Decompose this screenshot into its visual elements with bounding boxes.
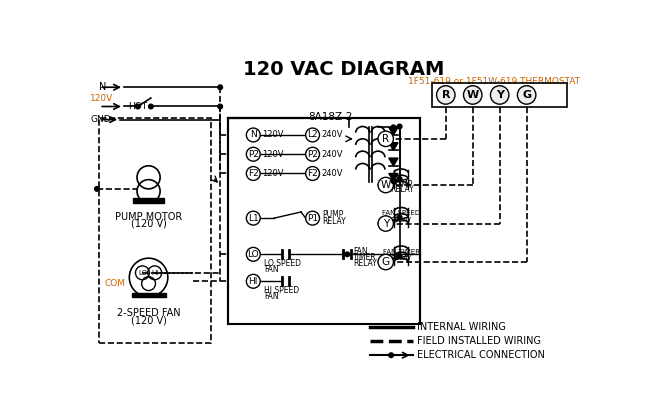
Text: 240V: 240V (322, 130, 343, 140)
Bar (131, 293, 165, 297)
Circle shape (437, 86, 455, 104)
Circle shape (306, 147, 320, 161)
Circle shape (378, 254, 393, 270)
Circle shape (247, 247, 260, 261)
Text: RELAY: RELAY (390, 185, 414, 194)
Text: W: W (381, 180, 391, 190)
Text: Y: Y (496, 90, 504, 100)
Circle shape (247, 128, 260, 142)
Circle shape (391, 125, 396, 129)
Circle shape (218, 85, 222, 90)
Circle shape (397, 176, 402, 181)
Text: TIMER: TIMER (353, 253, 377, 262)
Circle shape (306, 128, 320, 142)
Text: FAN: FAN (264, 292, 279, 301)
Text: HOT: HOT (128, 102, 147, 111)
Text: FAN TIMER: FAN TIMER (383, 249, 419, 255)
Text: HI SPEED: HI SPEED (264, 286, 299, 295)
Circle shape (378, 216, 393, 231)
Circle shape (135, 104, 140, 109)
Text: G: G (382, 257, 390, 267)
Text: FIELD INSTALLED WIRING: FIELD INSTALLED WIRING (417, 336, 541, 347)
Text: FAN: FAN (264, 265, 279, 274)
Bar (228, 118, 420, 323)
Text: HI: HI (151, 270, 158, 276)
Text: F2: F2 (248, 169, 259, 178)
Text: 240V: 240V (322, 150, 343, 159)
Text: COM: COM (105, 279, 125, 288)
Bar (432, 83, 567, 107)
Text: ELECTRICAL CONNECTION: ELECTRICAL CONNECTION (417, 350, 545, 360)
Circle shape (490, 86, 509, 104)
Text: RELAY: RELAY (391, 255, 412, 261)
Text: 1F51-619 or 1F51W-619 THERMOSTAT: 1F51-619 or 1F51W-619 THERMOSTAT (407, 77, 580, 86)
Circle shape (306, 166, 320, 181)
Text: P2: P2 (248, 150, 259, 159)
Circle shape (247, 166, 260, 181)
Text: P1: P1 (307, 214, 318, 222)
Circle shape (247, 147, 260, 161)
Text: 120 VAC DIAGRAM: 120 VAC DIAGRAM (243, 59, 444, 78)
Polygon shape (389, 173, 398, 181)
Text: 240V: 240V (322, 169, 343, 178)
Circle shape (149, 104, 153, 109)
Text: PUMP: PUMP (391, 180, 413, 189)
Text: (120 V): (120 V) (131, 315, 167, 325)
Text: 120V: 120V (263, 130, 284, 140)
Text: RELAY: RELAY (391, 217, 412, 222)
Text: P2: P2 (307, 150, 318, 159)
Text: N: N (99, 82, 107, 92)
Text: L2: L2 (308, 130, 318, 140)
Text: R: R (442, 90, 450, 100)
Text: RELAY: RELAY (322, 217, 346, 227)
Circle shape (397, 215, 402, 220)
Text: 2-SPEED FAN: 2-SPEED FAN (117, 308, 180, 318)
Text: HI: HI (249, 277, 258, 286)
Text: INTERNAL WIRING: INTERNAL WIRING (417, 323, 505, 333)
Circle shape (306, 211, 320, 225)
Bar (133, 198, 164, 203)
Polygon shape (389, 158, 398, 166)
Text: 120V: 120V (263, 169, 284, 178)
Text: LO SPEED: LO SPEED (264, 259, 301, 268)
Circle shape (397, 124, 402, 129)
Circle shape (218, 104, 222, 109)
Circle shape (378, 131, 393, 147)
Text: LO: LO (247, 250, 259, 259)
Polygon shape (389, 127, 398, 135)
Text: G: G (522, 90, 531, 100)
Bar (98, 118, 211, 343)
Text: 120V: 120V (90, 94, 113, 103)
Text: Y: Y (383, 219, 389, 228)
Text: PUMP: PUMP (322, 210, 343, 219)
Circle shape (94, 186, 99, 191)
Circle shape (345, 252, 350, 257)
Circle shape (247, 211, 260, 225)
Text: F2: F2 (308, 169, 318, 178)
Text: N: N (250, 130, 257, 140)
Circle shape (464, 86, 482, 104)
Circle shape (378, 177, 393, 193)
Text: FAN SPEED: FAN SPEED (382, 210, 420, 217)
Text: LO: LO (138, 270, 147, 276)
Circle shape (391, 179, 396, 184)
Text: R: R (382, 134, 389, 144)
Circle shape (517, 86, 536, 104)
Text: GND: GND (90, 115, 111, 124)
Text: L1: L1 (248, 214, 259, 222)
Polygon shape (389, 143, 398, 150)
Circle shape (389, 353, 393, 357)
Text: PUMP MOTOR: PUMP MOTOR (115, 212, 182, 222)
Text: FAN: FAN (353, 247, 368, 256)
Text: RELAY: RELAY (353, 259, 377, 268)
Text: 120V: 120V (263, 150, 284, 159)
Circle shape (247, 274, 260, 288)
Text: (120 V): (120 V) (131, 219, 167, 229)
Text: W: W (466, 90, 479, 100)
Text: 8A18Z-2: 8A18Z-2 (309, 112, 353, 122)
Circle shape (397, 253, 402, 258)
